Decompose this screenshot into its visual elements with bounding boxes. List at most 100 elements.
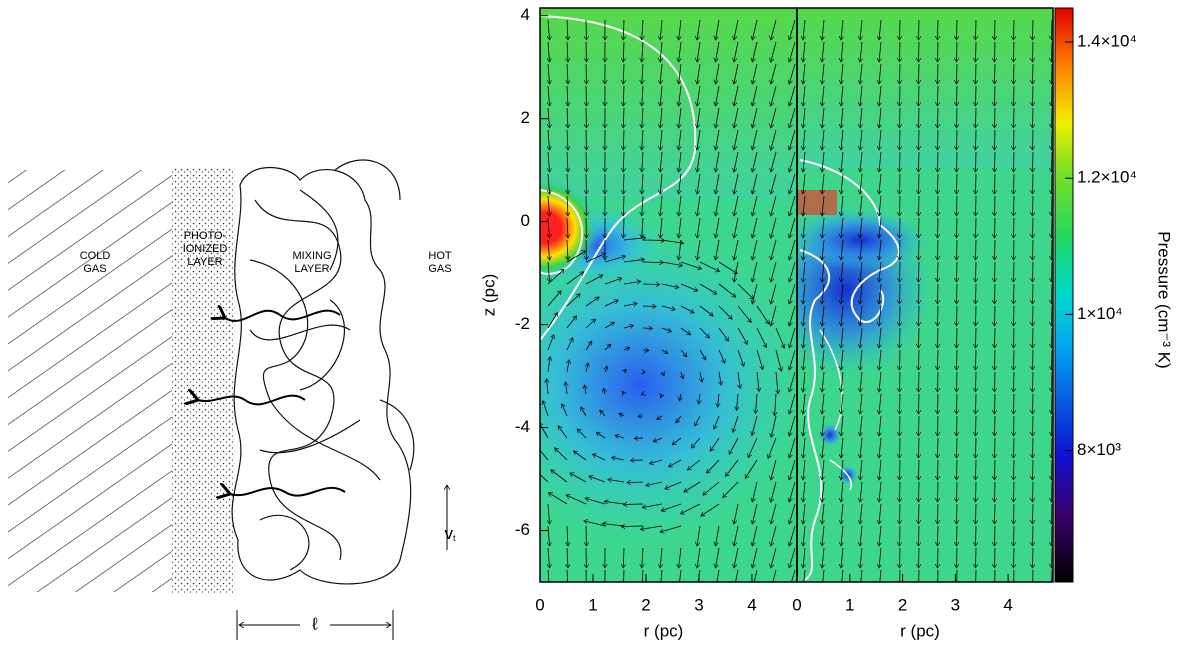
velocity-arrow (938, 526, 939, 546)
velocity-arrow (976, 372, 977, 392)
velocity-arrow (957, 64, 958, 84)
velocity-arrow (1014, 218, 1015, 238)
velocity-arrow (1052, 174, 1053, 194)
velocity-arrow (1052, 460, 1053, 480)
velocity-arrow (976, 196, 977, 216)
velocity-arrow (919, 108, 920, 128)
velocity-arrow (1052, 438, 1053, 458)
mixing-layer-label: MIXING (292, 250, 331, 262)
velocity-arrow (938, 42, 939, 62)
x-axis-label: r (pc) (900, 621, 940, 640)
velocity-arrow (900, 196, 901, 216)
y-tick-label: -6 (515, 520, 530, 539)
velocity-arrow (995, 416, 996, 436)
x-tick-label: 4 (747, 595, 756, 614)
velocity-arrow (919, 306, 920, 326)
velocity-arrow (995, 86, 996, 106)
mixing-scribbles (232, 160, 414, 584)
velocity-arrow (1033, 504, 1034, 524)
velocity-arrow (919, 548, 920, 568)
velocity-arrow (938, 328, 939, 348)
velocity-arrow (995, 504, 996, 524)
velocity-arrow (900, 548, 901, 568)
velocity-arrow (976, 218, 977, 238)
velocity-arrow (995, 284, 996, 304)
velocity-arrow (995, 306, 996, 326)
velocity-arrow (1014, 548, 1015, 568)
velocity-arrow (919, 460, 920, 480)
velocity-arrow (1052, 218, 1053, 238)
velocity-arrow (1052, 416, 1053, 436)
velocity-arrow (919, 416, 920, 436)
velocity-arrow (957, 152, 958, 172)
velocity-arrow (1033, 196, 1034, 216)
velocity-arrow (1014, 262, 1015, 282)
velocity-arrow (900, 482, 901, 502)
velocity-arrow (938, 416, 939, 436)
velocity-arrow (1052, 240, 1053, 260)
velocity-arrow (938, 20, 939, 40)
velocity-arrow (995, 108, 996, 128)
velocity-arrow (643, 328, 653, 329)
x-tick-label: 3 (951, 595, 960, 614)
velocity-arrow (1033, 86, 1034, 106)
velocity-arrow (976, 64, 977, 84)
velocity-arrow (938, 240, 939, 260)
velocity-arrow (1052, 152, 1053, 172)
y-tick-label: 0 (521, 211, 530, 230)
velocity-arrow (995, 64, 996, 84)
velocity-arrow (976, 130, 977, 150)
velocity-arrow (1014, 130, 1015, 150)
velocity-arrow (1052, 196, 1053, 216)
velocity-arrow (957, 570, 958, 590)
velocity-arrow (1014, 284, 1015, 304)
velocity-arrow (976, 416, 977, 436)
velocity-arrow (995, 482, 996, 502)
cold-gas-label: GAS (83, 263, 106, 275)
velocity-arrow (900, 262, 901, 282)
velocity-arrow (976, 526, 977, 546)
velocity-arrow (995, 130, 996, 150)
velocity-arrow (1052, 504, 1053, 524)
velocity-arrow (976, 152, 977, 172)
velocity-arrow (1014, 526, 1015, 546)
y-tick-label: 2 (521, 108, 530, 127)
velocity-arrow (900, 504, 901, 524)
velocity-arrow (919, 284, 920, 304)
velocity-arrow (900, 416, 901, 436)
velocity-arrow (919, 174, 920, 194)
x-axis-label: r (pc) (644, 621, 684, 640)
velocity-arrow (1033, 526, 1034, 546)
velocity-arrow (976, 262, 977, 282)
velocity-arrow (900, 86, 901, 106)
velocity-arrow (919, 328, 920, 348)
velocity-arrow (957, 130, 958, 150)
velocity-arrow (919, 526, 920, 546)
velocity-arrow (957, 328, 958, 348)
velocity-arrow (1052, 328, 1053, 348)
velocity-arrow (957, 174, 958, 194)
velocity-arrow (900, 20, 901, 40)
velocity-arrow (995, 20, 996, 40)
velocity-arrow (1052, 526, 1053, 546)
velocity-arrow (919, 438, 920, 458)
velocity-arrow (938, 570, 939, 590)
velocity-arrow (957, 548, 958, 568)
velocity-arrow (919, 86, 920, 106)
velocity-arrow (643, 372, 645, 373)
pressure-map-left (470, 8, 810, 590)
velocity-arrow (995, 240, 996, 260)
velocity-arrow (900, 174, 901, 194)
velocity-arrow (938, 86, 939, 106)
velocity-arrow (938, 460, 939, 480)
velocity-arrow (1033, 130, 1034, 150)
velocity-arrow (1052, 394, 1053, 414)
hot-gas-label: GAS (428, 263, 451, 275)
velocity-arrow (995, 570, 996, 590)
colorbar-tick-label: 8×10³ (1077, 440, 1121, 459)
velocity-arrow (1052, 20, 1053, 40)
x-tick-label: 3 (694, 595, 703, 614)
cold-gas-label: COLD (80, 250, 111, 262)
velocity-arrow (995, 438, 996, 458)
velocity-arrow (995, 174, 996, 194)
